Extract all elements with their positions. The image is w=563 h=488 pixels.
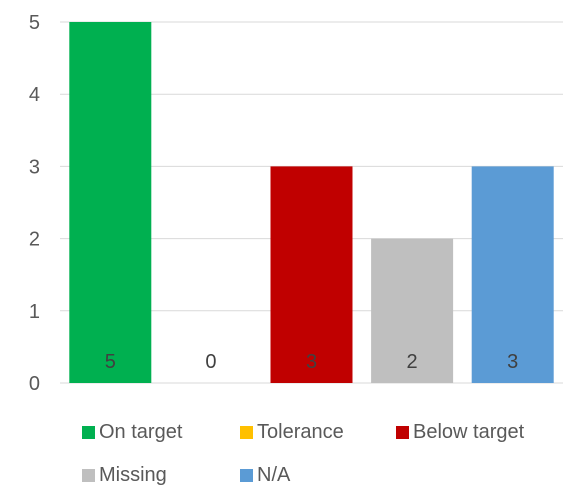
data-label-tolerance: 0 <box>205 351 216 373</box>
y-tick-label-5: 5 <box>29 12 40 34</box>
bar-below-target <box>270 166 353 383</box>
y-axis-ticks: 0 1 2 3 4 5 <box>29 12 40 395</box>
bar-on-target <box>69 22 152 383</box>
y-tick-label-0: 0 <box>29 373 40 395</box>
data-label-below-target: 3 <box>306 351 317 373</box>
data-label-on-target: 5 <box>105 351 116 373</box>
y-tick-label-2: 2 <box>29 229 40 251</box>
y-tick-label-3: 3 <box>29 156 40 178</box>
data-labels: 5 0 3 2 3 <box>105 351 519 373</box>
y-tick-label-4: 4 <box>29 84 40 106</box>
bars <box>69 22 554 383</box>
bar-missing <box>371 238 454 383</box>
bar-n-a <box>471 166 554 383</box>
y-tick-label-1: 1 <box>29 301 40 323</box>
data-label-missing: 2 <box>407 351 418 373</box>
data-label-n-a: 3 <box>507 351 518 373</box>
